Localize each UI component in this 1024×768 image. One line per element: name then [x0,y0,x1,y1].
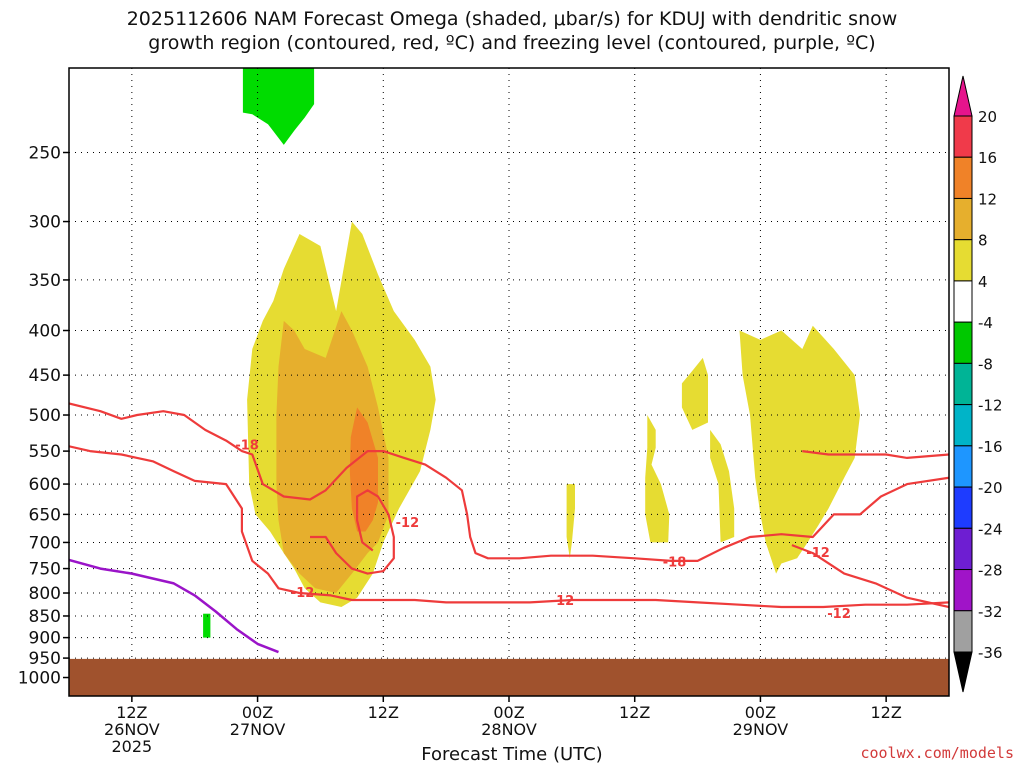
omega-shading-layer [203,68,860,638]
colorbar-label-10: -24 [978,520,1003,538]
x-tick-label-6-1: 26NOV [104,720,160,739]
y-tick-label-950: 950 [29,649,61,669]
freezing-contour-0 [69,558,279,654]
x-tick-label-42-0: 00Z [493,703,524,722]
dgz-label-0: -18 [235,439,259,454]
colorbar-label-12: -32 [978,603,1003,621]
colorbar-label-7: -12 [978,397,1003,415]
dgz-contour-0 [69,402,949,563]
colorbar-label-9: -20 [978,479,1003,497]
colorbar-label-0: 20 [978,108,997,126]
colorbar-label-2: 12 [978,190,997,208]
y-tick-label-300: 300 [29,213,61,233]
colorbar-segment-7 [953,404,973,447]
colorbar-label-8: -16 [978,438,1003,456]
colorbar-label-1: 16 [978,149,997,167]
y-tick-label-450: 450 [29,366,61,386]
y-tick-label-800: 800 [29,584,61,604]
dgz-label-6: -12 [827,607,851,622]
dgz-contour-2 [310,489,395,575]
y-tick-label-650: 650 [29,505,61,525]
x-tick-label-42-1: 28NOV [481,720,537,739]
colorbar-label-11: -28 [978,562,1003,580]
y-tick-label-1000: 1000 [18,669,61,689]
colorbar-segment-12 [953,610,973,653]
dgz-contour-1 [69,445,949,609]
x-tick-label-66-0: 00Z [745,703,776,722]
contour-layer [69,402,949,654]
x-axis-label: Forecast Time (UTC) [421,744,603,765]
colorbar-label-13: -36 [978,644,1003,662]
dgz-label-3: -12 [396,516,420,531]
x-tick-label-18-1: 27NOV [230,720,286,739]
colorbar-segment-6 [953,362,973,406]
colorbar: 20 16 12 8 4 -4 -8 -12 -16 -20 -24 -28 -32 -36 [953,75,1003,693]
colorbar-bottom-arrow [953,651,973,693]
x-tick-label-6-2: 2025 [111,737,152,756]
colorbar-label-4: 4 [978,273,988,291]
y-tick-label-500: 500 [29,406,61,426]
omega-region-_4_8-9 [203,613,211,638]
y-axis: 2503003504004505005506006507007508008509… [18,144,69,689]
colorbar-segment-9 [953,486,973,529]
omega-region-4_8-3 [681,357,708,430]
y-tick-label-850: 850 [29,607,61,627]
y-tick-label-400: 400 [29,322,61,342]
colorbar-label-3: 8 [978,232,988,250]
dgz-label-5: -12 [806,546,830,561]
omega-region-4_8-4 [739,325,860,574]
colorbar-segment-11 [953,569,973,612]
x-tick-label-54-0: 12Z [619,703,650,722]
dgz-label-4: -12 [551,594,575,609]
colorbar-segment-10 [953,527,973,571]
colorbar-segment-2 [953,197,973,241]
dgz-contour-4 [791,544,949,609]
y-tick-label-900: 900 [29,629,61,649]
y-tick-label-550: 550 [29,442,61,462]
chart-title-line2: growth region (contoured, red, ºC) and f… [148,32,876,54]
y-tick-label-350: 350 [29,271,61,291]
y-tick-label-700: 700 [29,533,61,553]
omega-region-4_8-5 [645,415,670,543]
terrain-fill [69,658,949,696]
colorbar-segment-1 [953,156,973,199]
colorbar-segment-3 [953,239,973,282]
colorbar-label-6: -8 [978,355,993,373]
colorbar-segment-0 [953,115,973,158]
omega-region-4_8-6 [566,484,575,559]
x-tick-label-66-1: 29NOV [733,720,789,739]
dgz-label-2: -12 [291,586,315,601]
colorbar-segment-8 [953,445,973,488]
y-tick-label-750: 750 [29,560,61,580]
x-tick-label-18-0: 00Z [242,703,273,722]
dgz-contour-3 [802,450,949,459]
y-tick-label-600: 600 [29,475,61,495]
x-tick-label-78-0: 12Z [870,703,901,722]
omega-region-4_8-7 [710,429,735,543]
x-tick-label-30-0: 12Z [368,703,399,722]
colorbar-segment-4 [953,280,973,323]
colorbar-label-5: -4 [978,314,993,332]
terrain-layer [69,658,949,696]
credit-link[interactable]: coolwx.com/models [860,744,1014,762]
chart-title-line1: 2025112606 NAM Forecast Omega (shaded, μ… [126,8,898,30]
y-tick-label-250: 250 [29,144,61,164]
colorbar-segment-5 [953,321,973,364]
contour-label-layer: -18 -18 -12 -12 -12 -12 -12 [235,439,850,623]
x-tick-label-6-0: 12Z [116,703,147,722]
omega-region-_4_8-8 [242,68,315,145]
dgz-label-1: -18 [663,555,687,570]
colorbar-top-arrow [953,75,973,117]
